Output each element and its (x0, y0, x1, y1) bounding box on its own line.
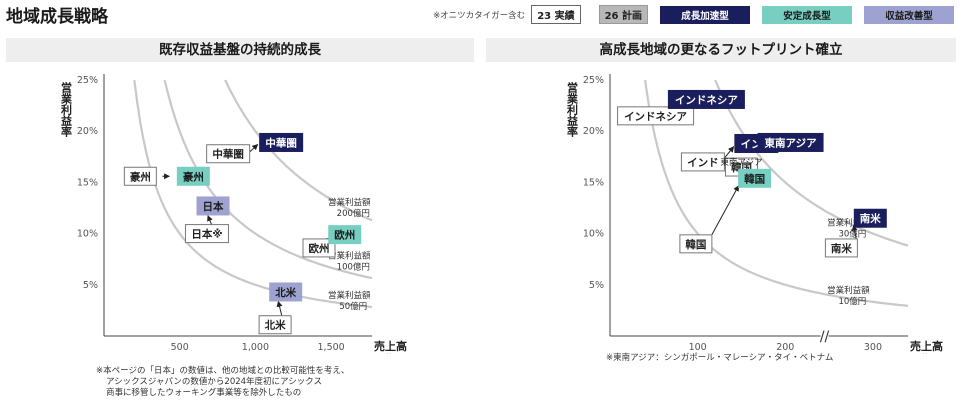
iso-profit-curve (224, 79, 373, 222)
point-label: 欧州 (334, 229, 355, 242)
y-tick-label: 5% (589, 280, 604, 291)
point-label: 豪州 (130, 170, 151, 183)
legend-growth: 成長加速型 (660, 5, 750, 24)
y-tick-label: 15% (583, 177, 604, 188)
point-box (196, 196, 230, 216)
change-arrow (249, 144, 259, 153)
curve-value: 200億円 (337, 208, 370, 219)
page-title: 地域成長戦略 (6, 7, 108, 27)
legend: ※オニツカタイガー含む 23 実績 26 計画 成長加速型 安定成長型 収益改善… (433, 5, 954, 24)
x-axis-label: 売上高 (910, 339, 943, 353)
change-arrow (723, 146, 735, 160)
point-label: 韓国 (685, 238, 706, 251)
point-tag: 東南アジア (720, 157, 762, 168)
point-box (680, 152, 725, 172)
x-tick-label: 100 (689, 342, 707, 353)
x-tick-label: 1,500 (318, 342, 345, 353)
y-tick-label: 20% (77, 126, 98, 137)
y-tick-label: 5% (83, 280, 98, 291)
x-axis-label: 売上高 (374, 339, 407, 353)
point-label: 韓国 (744, 172, 765, 185)
point-label: 北米 (265, 319, 286, 332)
point-label: インド (687, 157, 719, 169)
point-box (206, 144, 251, 164)
point-box (853, 208, 887, 228)
point-label: 北米 (275, 286, 296, 299)
point-label: 南米 (831, 242, 852, 255)
point-label: 欧州 (309, 242, 330, 255)
iso-profit-curve (644, 79, 909, 307)
left-footnote-line-2: アシックスジャパンの数値から2024年度初にアシックス (106, 377, 322, 387)
point-label: 豪州 (183, 170, 204, 183)
left-footnote: ※本ページの「日本」の数値は、他の地域との比較可能性を考え、 アシックスジャパン… (96, 366, 349, 399)
y-tick-label: 25% (77, 75, 98, 86)
point-box (123, 166, 157, 186)
point-box (667, 89, 745, 109)
point-box (757, 132, 824, 152)
x-tick-label: 500 (171, 342, 189, 353)
point-box (824, 238, 858, 258)
point-label: 南米 (860, 212, 881, 225)
point-box (679, 234, 713, 254)
point-box (258, 315, 292, 335)
y-tick-label: 10% (583, 229, 604, 240)
point-label: 日本 (203, 200, 224, 213)
right-footnote: ※東南アジア：シンガポール・マレーシア・タイ・ベトナム (606, 353, 834, 363)
legend-actual-box: 23 実績 (531, 5, 581, 24)
point-box (302, 238, 336, 258)
point-label: インドネシア (624, 111, 687, 123)
y-tick-label: 15% (77, 177, 98, 188)
y-axis-label: 営業利益率 (566, 81, 580, 138)
y-tick-label: 25% (583, 75, 604, 86)
change-arrow (710, 185, 740, 238)
legend-stable: 安定成長型 (762, 5, 852, 24)
curve-value: 10億円 (838, 296, 866, 307)
iso-profit-curve (133, 79, 373, 309)
x-axis-unit: (億円) (382, 353, 406, 354)
x-axis-unit: (億円) (918, 353, 942, 354)
point-box (328, 225, 362, 245)
legend-improve: 収益改善型 (864, 5, 954, 24)
legend-plan-box: 26 計画 (598, 5, 648, 24)
curve-label: 営業利益額 (328, 250, 371, 261)
right-chart-title: 高成長地域の更なるフットプリント確立 (486, 38, 956, 62)
point-box (259, 132, 304, 152)
curve-value: 30億円 (838, 229, 866, 240)
curve-value: 100億円 (337, 261, 370, 272)
left-chart: 営業利益額50億円営業利益額100億円営業利益額200億円5%10%15%20%… (60, 74, 407, 354)
point-label: 中華圏 (265, 136, 297, 149)
left-chart-title: 既存収益基盤の持続的成長 (6, 38, 474, 62)
curve-value: 50億円 (339, 301, 367, 312)
point-label: 東南アジア (765, 136, 818, 149)
x-tick-label: 300 (864, 342, 882, 353)
curve-label: 営業利益額 (328, 290, 371, 301)
point-box (738, 168, 772, 188)
curve-label: 営業利益額 (827, 218, 870, 229)
change-arrow (276, 300, 283, 317)
y-tick-label: 10% (77, 229, 98, 240)
x-tick-label: 1,000 (242, 342, 269, 353)
curve-label: 営業利益額 (328, 197, 371, 208)
legend-note: ※オニツカタイガー含む (433, 10, 526, 21)
point-label: 中華圏 (212, 148, 244, 161)
point-box (184, 224, 229, 244)
point-box (269, 282, 303, 302)
curve-label: 営業利益額 (827, 285, 870, 296)
left-footnote-line-3: 商事に移管したウォーキング事業等を除外したもの (106, 388, 302, 398)
point-label: インドネシア (675, 94, 738, 106)
axis-break: // (820, 329, 830, 345)
y-tick-label: 20% (583, 126, 604, 137)
point-box (617, 106, 695, 126)
point-box (176, 166, 210, 186)
axis-break-gap (820, 328, 829, 344)
change-arrow (207, 215, 213, 226)
left-footnote-line-1: ※本ページの「日本」の数値は、他の地域との比較可能性を考え、 (96, 366, 350, 376)
y-axis-label: 営業利益率 (60, 81, 74, 138)
x-tick-label: 200 (776, 342, 794, 353)
point-label: 日本※ (191, 228, 222, 241)
